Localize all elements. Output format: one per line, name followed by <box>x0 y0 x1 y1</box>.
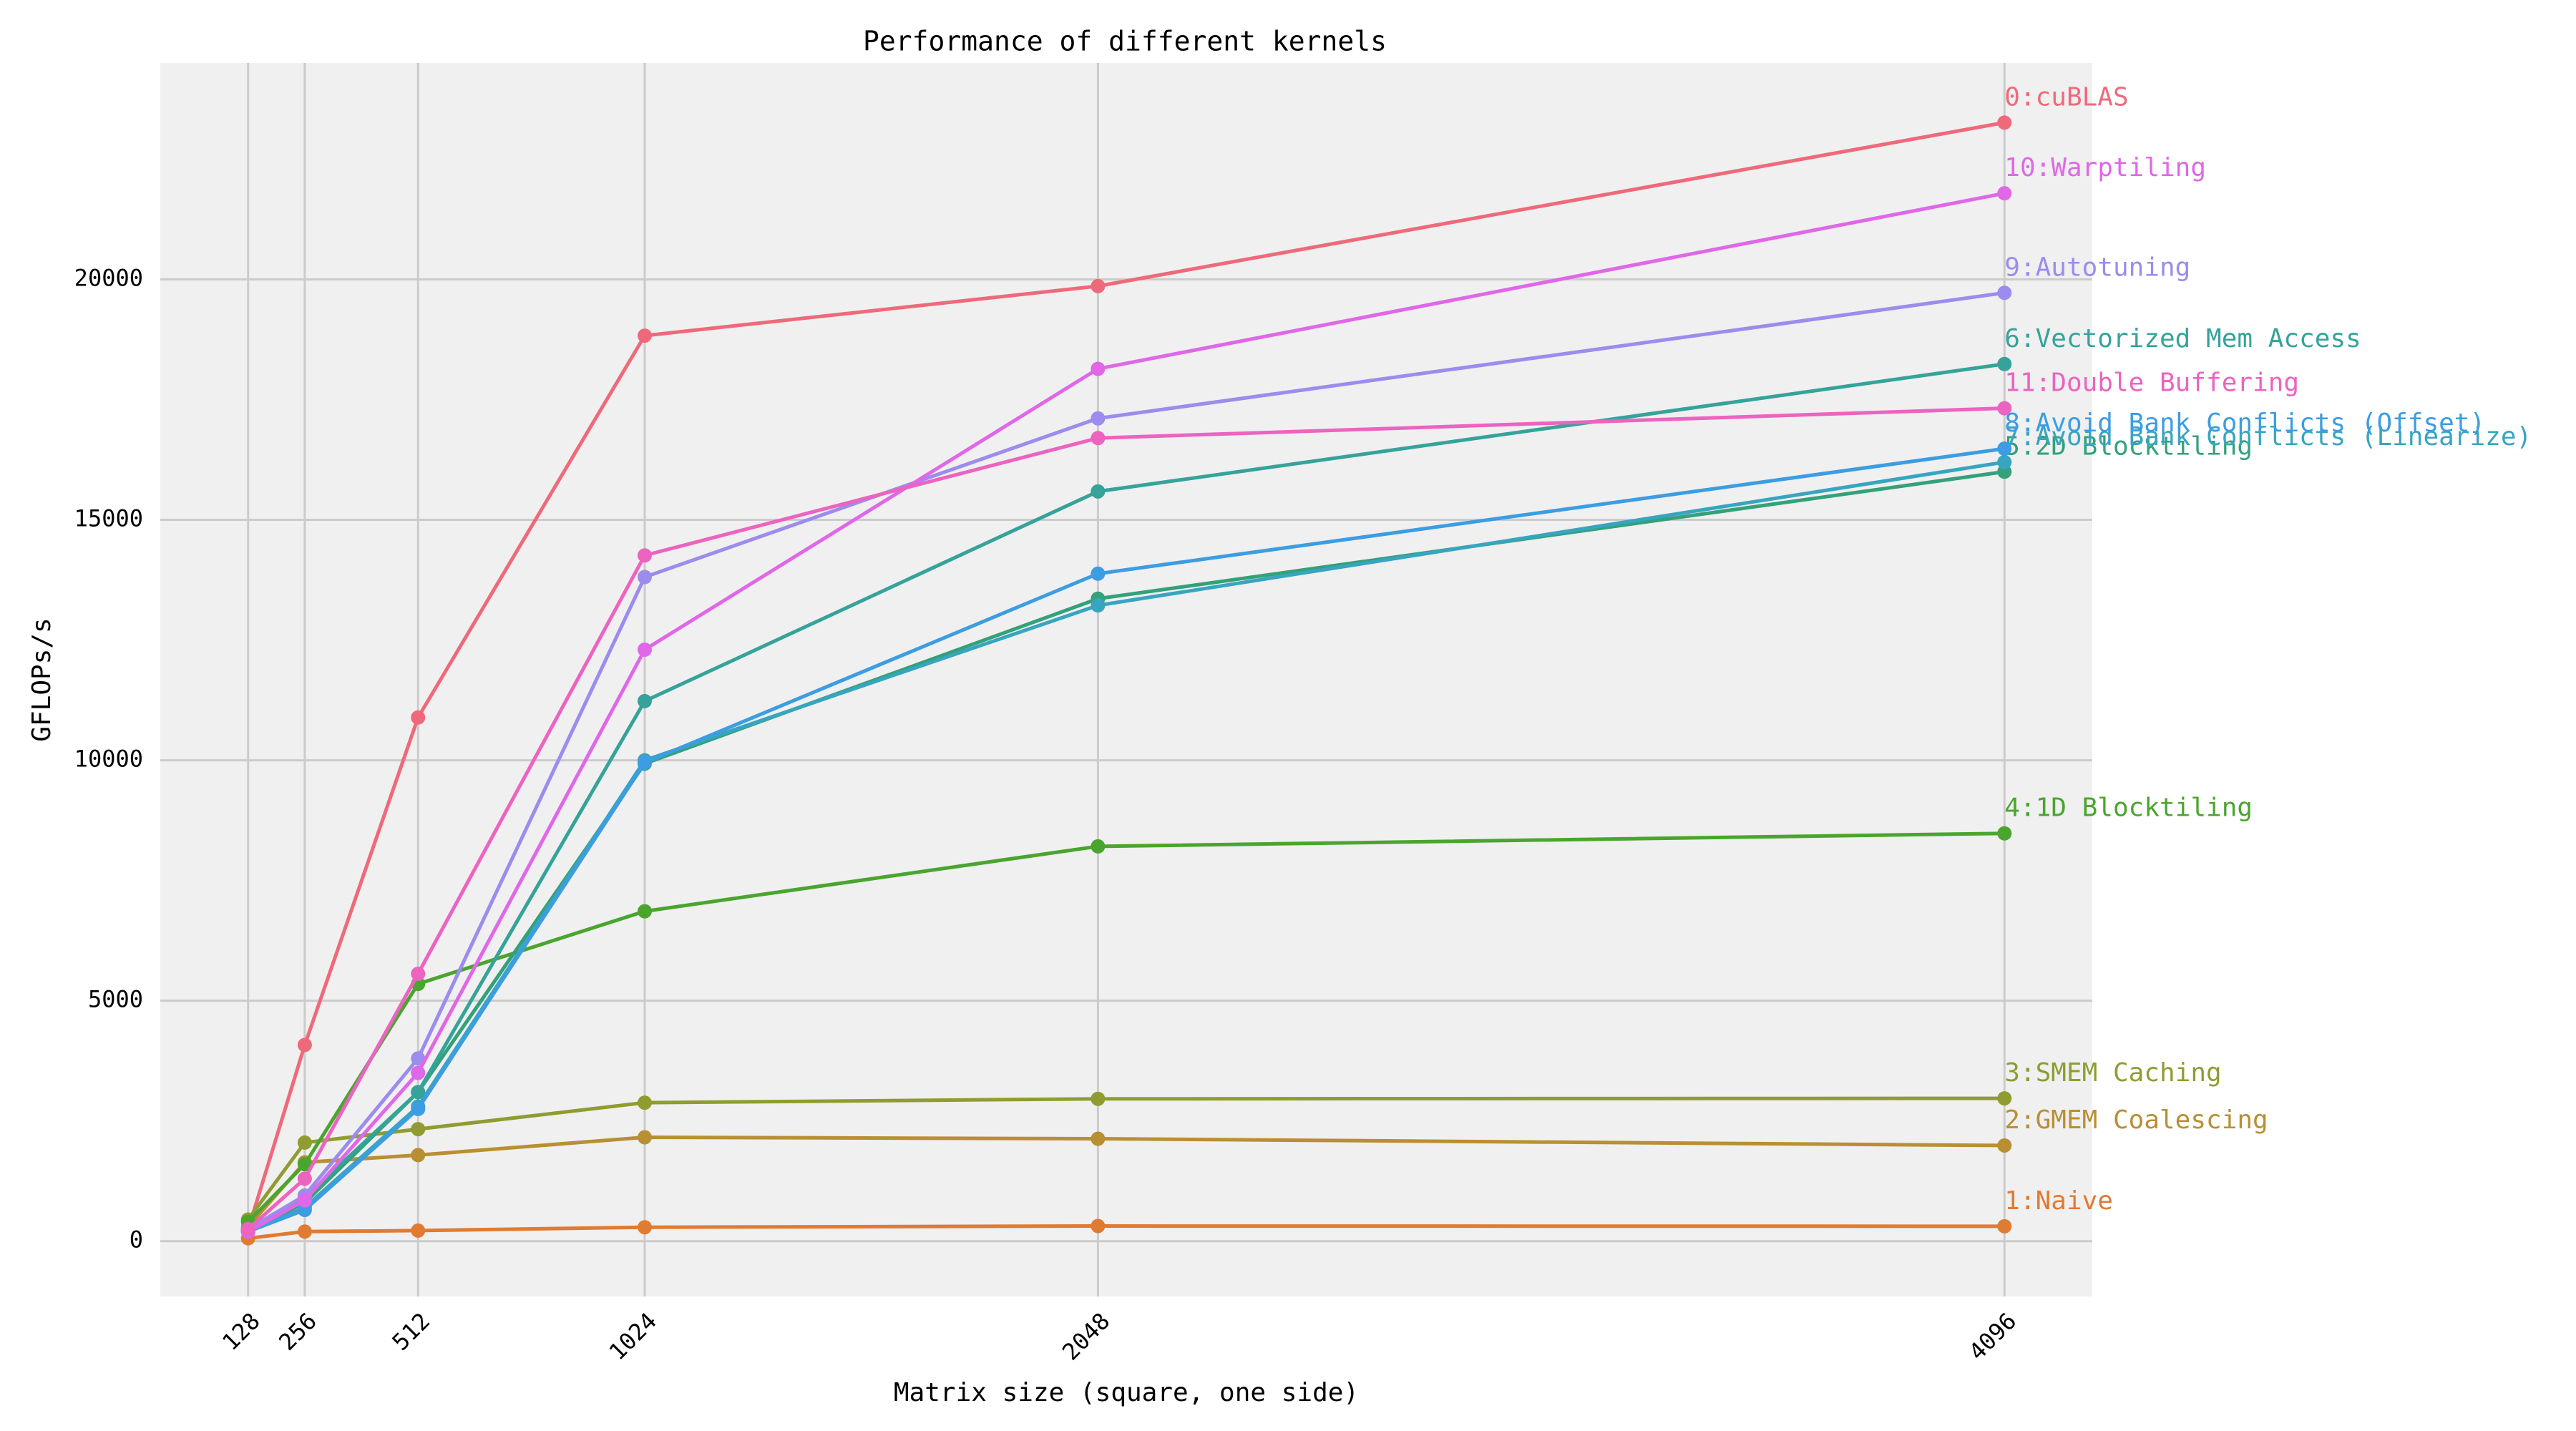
series-line <box>247 406 2005 1231</box>
data-point <box>1091 411 1106 426</box>
data-point <box>637 1220 652 1235</box>
data-point <box>411 1085 426 1100</box>
data-point <box>1997 356 2012 371</box>
data-point <box>297 1037 312 1053</box>
y-tick-label: 10000 <box>74 746 143 773</box>
y-tick-label: 20000 <box>74 264 143 291</box>
y-tick-label: 0 <box>130 1226 143 1254</box>
data-point <box>411 1148 426 1163</box>
series-line <box>246 831 2005 1224</box>
data-point <box>1997 285 2012 301</box>
data-point <box>411 1223 426 1238</box>
series-label: 2:GMEM Coalescing <box>2004 1105 2268 1135</box>
data-point <box>297 1171 312 1186</box>
data-point <box>297 1157 312 1172</box>
data-point <box>637 1130 652 1145</box>
data-point <box>637 904 652 919</box>
data-point <box>411 1122 426 1137</box>
data-point <box>637 642 652 657</box>
data-point <box>1997 454 2012 469</box>
data-point <box>1997 826 2012 841</box>
data-point <box>1091 484 1106 499</box>
data-point <box>411 967 426 982</box>
x-axis-label: Matrix size (square, one side) <box>894 1378 1359 1407</box>
data-point <box>240 1221 255 1236</box>
data-point <box>1091 1131 1106 1146</box>
plot-area <box>160 63 2092 1296</box>
data-point <box>637 570 652 585</box>
x-tick-label: 256 <box>273 1307 322 1356</box>
data-point <box>637 328 652 343</box>
data-point <box>297 1135 312 1150</box>
series-label: 6:Vectorized Mem Access <box>2004 324 2361 353</box>
x-tick-label: 512 <box>387 1307 436 1356</box>
series-line <box>246 120 2005 1231</box>
series-line <box>247 191 2005 1234</box>
data-point <box>1091 278 1106 293</box>
data-point <box>411 1101 426 1116</box>
data-point <box>1997 1091 2012 1106</box>
series-line <box>246 1096 2005 1221</box>
series-label: 4:1D Blocktiling <box>2004 793 2253 823</box>
y-axis-label: GFLOPs/s <box>27 617 57 741</box>
data-point <box>1997 441 2012 456</box>
series-label: 7:Avoid Bank Conflicts (Linearize) <box>2004 422 2532 451</box>
data-point <box>1091 1091 1106 1106</box>
y-tick-label: 15000 <box>74 505 143 532</box>
data-point <box>637 755 652 770</box>
y-tick-label: 5000 <box>88 986 143 1013</box>
series-label: 3:SMEM Caching <box>2004 1058 2221 1088</box>
data-point <box>411 710 426 725</box>
data-point <box>1997 401 2012 416</box>
series-line <box>248 1224 2005 1241</box>
x-tick-label: 128 <box>217 1307 265 1356</box>
series-label: 11:Double Buffering <box>2004 368 2299 398</box>
data-point <box>1997 1138 2012 1153</box>
data-point <box>637 548 652 563</box>
data-point <box>637 693 652 708</box>
series-line <box>247 290 2005 1231</box>
series-label: 1:Naive <box>2004 1186 2113 1216</box>
chart-title: Performance of different kernels <box>863 26 1387 57</box>
series-label: 8:Avoid Bank Conflicts (Offset) <box>2004 409 2485 438</box>
data-point <box>297 1193 312 1208</box>
data-point <box>1091 431 1106 446</box>
data-point <box>1997 1218 2012 1234</box>
data-point <box>1997 115 2012 130</box>
data-point <box>1091 1218 1106 1234</box>
data-point <box>297 1224 312 1239</box>
x-tick-label: 1024 <box>604 1307 662 1365</box>
data-point <box>411 1065 426 1080</box>
data-point <box>1091 839 1106 854</box>
series-label: 5:2D Blocktiling <box>2004 431 2253 461</box>
data-point <box>1091 361 1106 376</box>
data-point <box>1091 598 1106 613</box>
x-tick-label: 2048 <box>1057 1307 1115 1365</box>
data-point <box>637 1095 652 1110</box>
data-point <box>1091 566 1106 581</box>
series-label: 10:Warptiling <box>2004 153 2206 182</box>
data-point <box>1997 186 2012 201</box>
series-line <box>247 446 2005 1234</box>
series-label: 9:Autotuning <box>2004 253 2190 282</box>
x-tick-label: 4096 <box>1963 1307 2021 1365</box>
series-label: 0:cuBLAS <box>2004 82 2128 112</box>
data-point <box>411 1051 426 1066</box>
